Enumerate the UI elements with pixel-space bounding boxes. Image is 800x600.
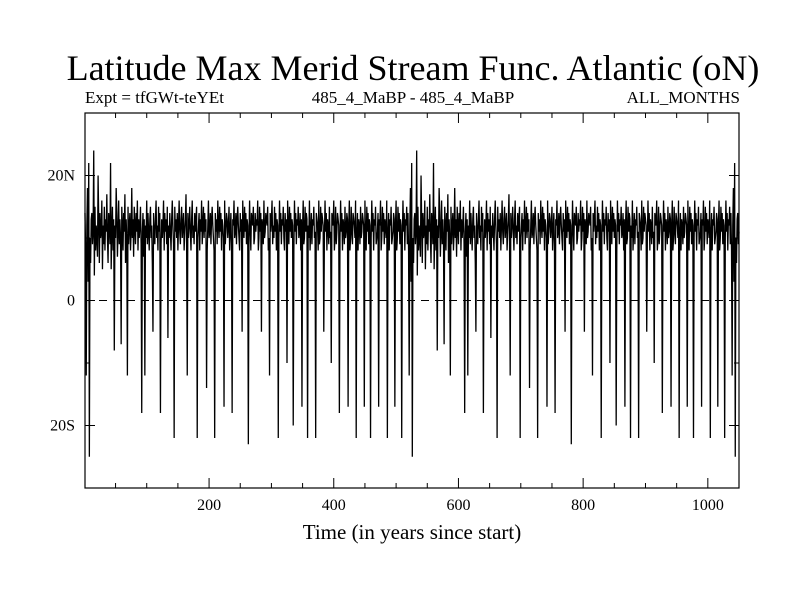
y-tick-label: 20N: [47, 168, 75, 185]
axes-layer: 200 400 600 800 1000 20S 0 20N: [47, 113, 739, 514]
x-tick-label: 400: [322, 497, 346, 514]
x-axis-label: Time (in years since start): [302, 520, 522, 544]
period-label: 485_4_MaBP - 485_4_MaBP: [311, 88, 515, 107]
series-line: [84, 150, 740, 457]
y-tick-label: 20S: [50, 418, 75, 435]
y-tick-label: 0: [67, 293, 75, 310]
months-label: ALL_MONTHS: [626, 88, 740, 107]
plot-frame: [84, 112, 740, 489]
chart-title: Latitude Max Merid Stream Func. Atlantic…: [66, 48, 760, 88]
x-tick-label: 200: [197, 497, 221, 514]
experiment-label: Expt = tfGWt-teYEt: [85, 88, 224, 107]
x-tick-label: 600: [446, 497, 470, 514]
x-tick-label: 800: [571, 497, 595, 514]
x-tick-label: 1000: [692, 497, 724, 514]
series-layer: [84, 150, 740, 457]
